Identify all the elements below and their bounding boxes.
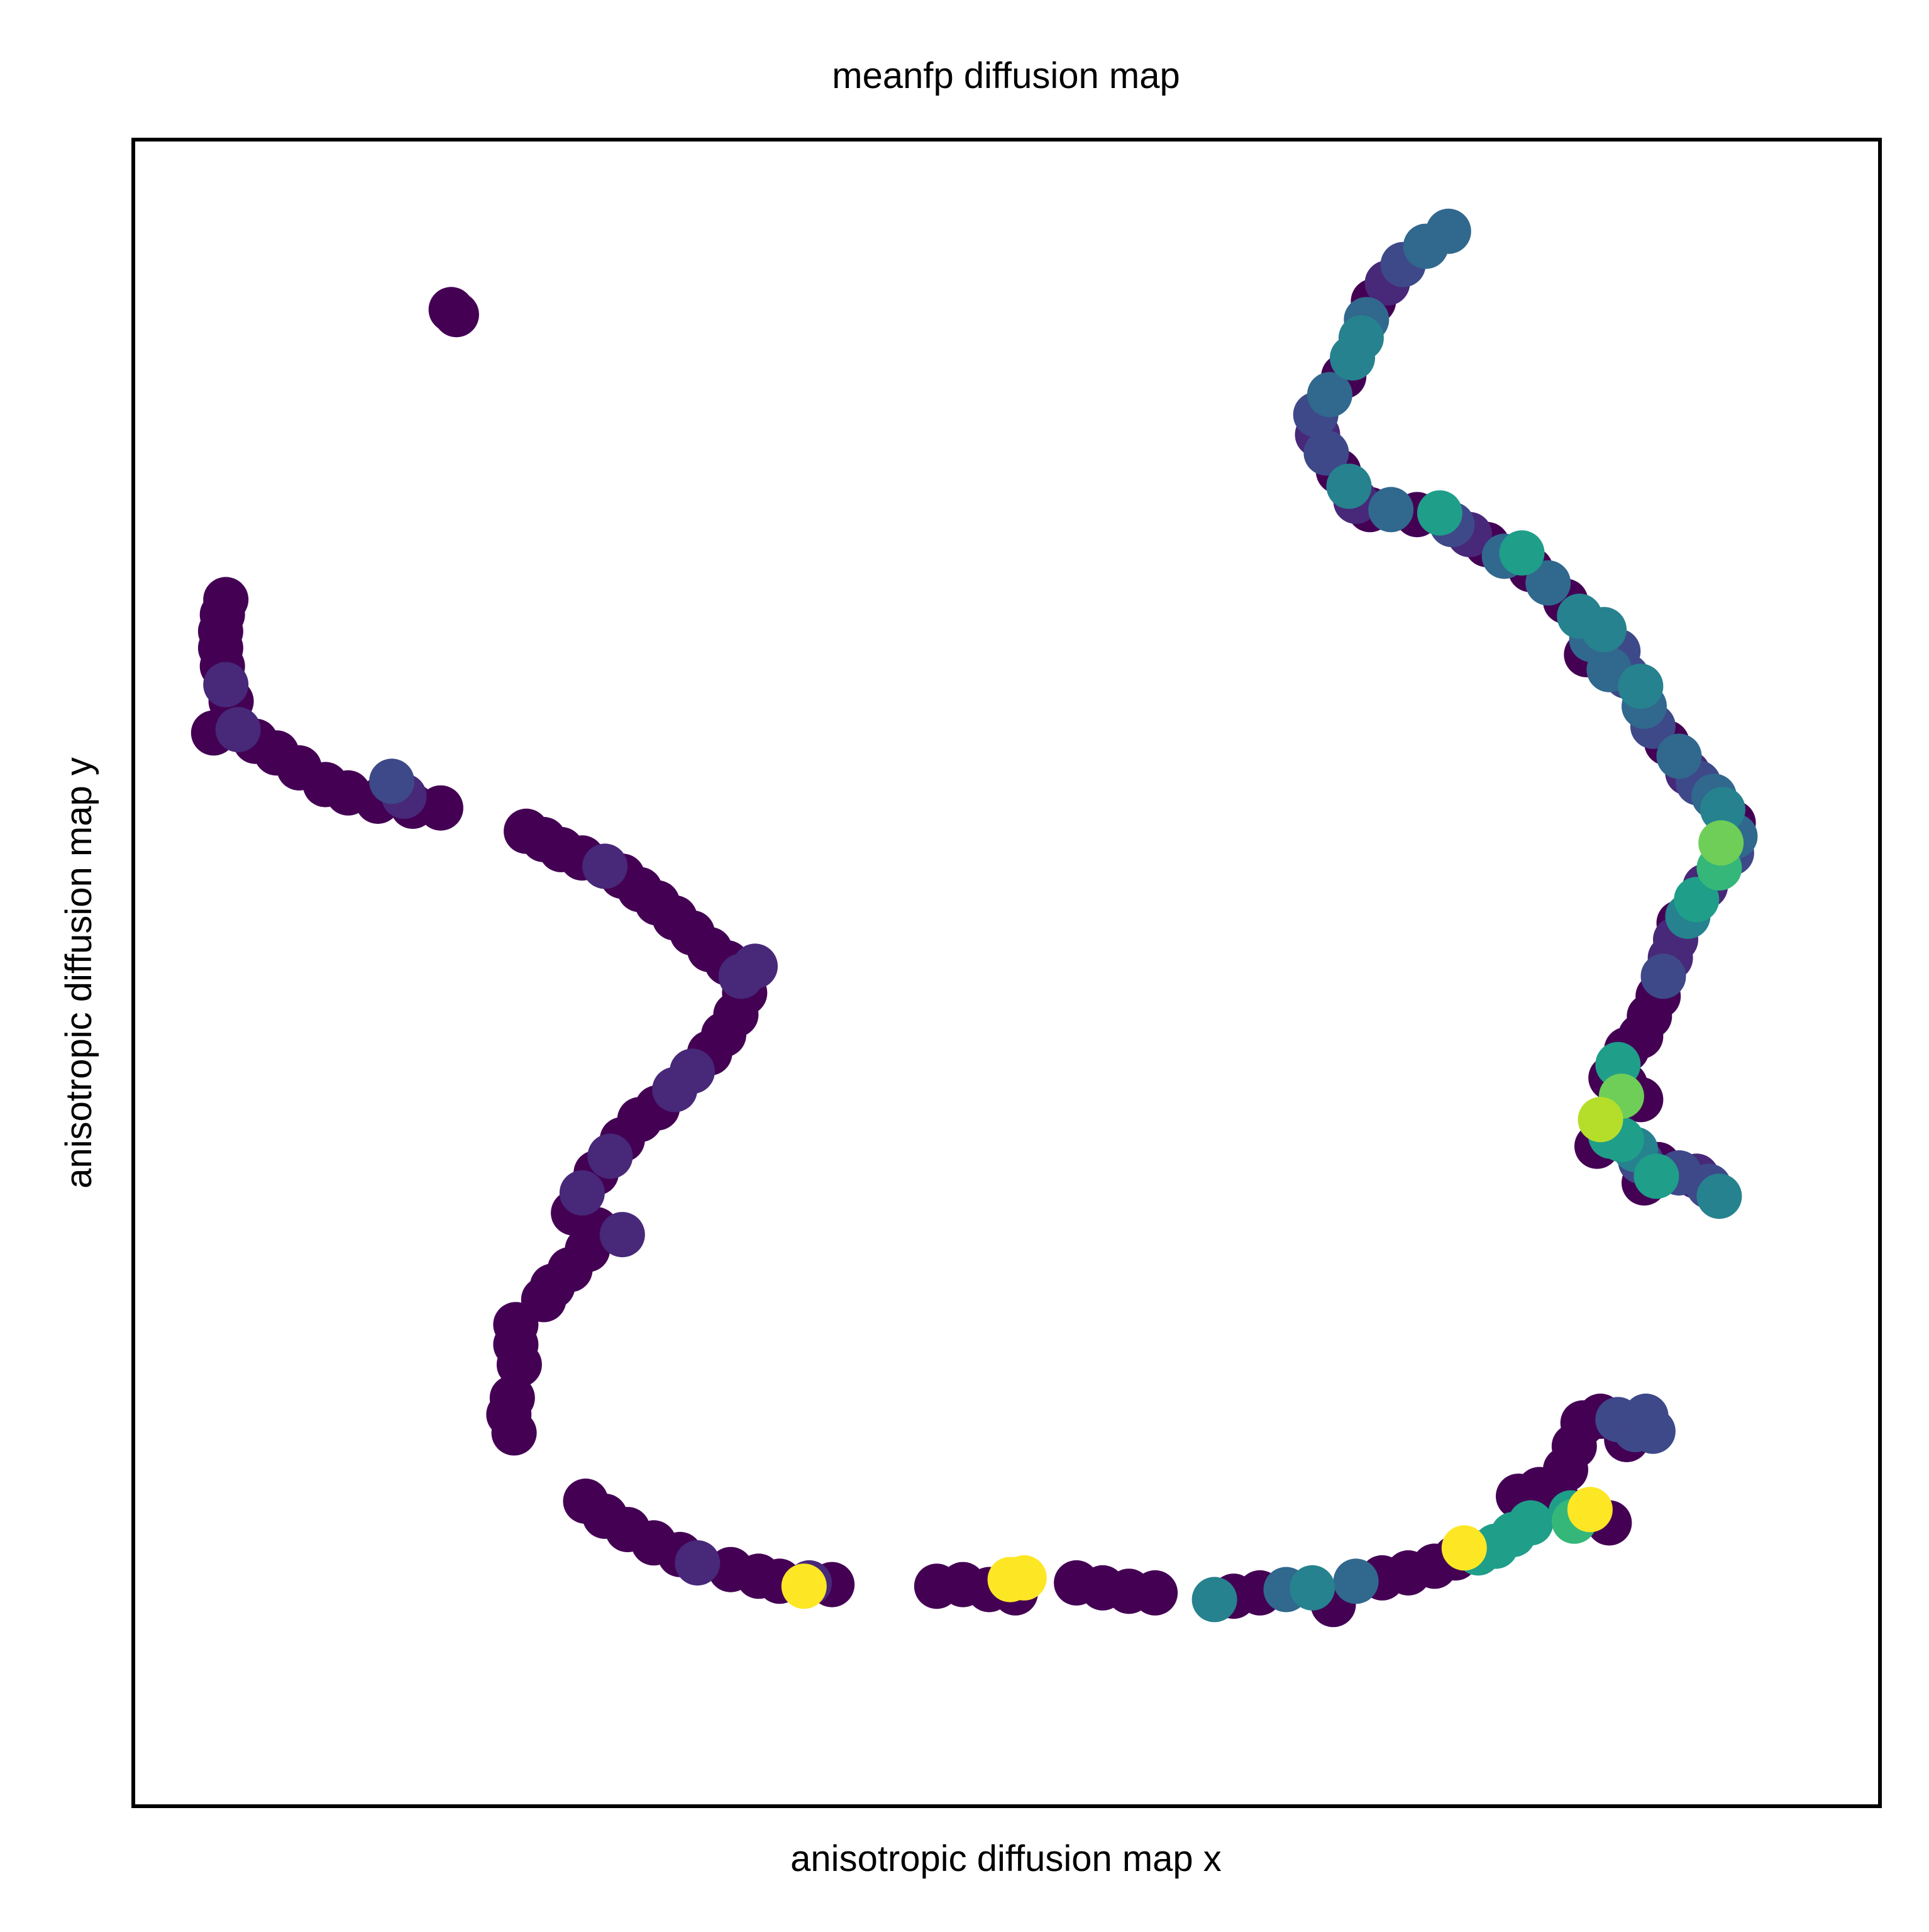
scatter-point (1326, 464, 1372, 509)
y-axis-label: anisotropic diffusion map y (58, 757, 99, 1189)
scatter-point (732, 943, 778, 989)
scatter-point (1441, 1525, 1487, 1571)
scatter-point (1618, 663, 1664, 709)
scatter-point (1499, 530, 1545, 576)
scatter-point (599, 1212, 645, 1258)
scatter-point (1696, 1174, 1742, 1219)
scatter-point (1578, 1097, 1623, 1143)
scatter-point (1698, 820, 1744, 866)
scatter-point (1640, 953, 1686, 999)
scatter-point (675, 1540, 721, 1586)
scatter-point (1490, 1512, 1536, 1557)
scatter-point (1303, 430, 1349, 476)
scatter-point (1627, 993, 1672, 1039)
scatter-point (1132, 1570, 1178, 1616)
scatter-point (369, 758, 415, 804)
scatter-point (1403, 223, 1449, 269)
scatter-point (1290, 1565, 1335, 1611)
chart-title: meanfp diffusion map (832, 55, 1180, 96)
scatter-point (652, 1067, 698, 1113)
plot-frame (131, 138, 1882, 1808)
scatter-point (1307, 372, 1352, 418)
points-layer (191, 208, 1758, 1628)
x-axis-label: anisotropic diffusion map x (790, 1838, 1222, 1879)
scatter-point (491, 1410, 537, 1456)
scatter-point (1368, 487, 1414, 533)
scatter-point (587, 1133, 633, 1179)
scatter-point (1330, 335, 1375, 381)
scatter-point (1700, 787, 1745, 833)
scatter-point (1191, 1577, 1237, 1623)
scatter-point (1656, 733, 1702, 779)
scatter-point (781, 1563, 827, 1609)
scatter-point (559, 1170, 605, 1216)
scatter-point (1333, 1558, 1379, 1604)
scatter-point (215, 707, 261, 753)
scatter-point (203, 662, 249, 708)
scatter-point (1001, 1555, 1047, 1601)
scatter-point (433, 292, 479, 338)
scatter-point (1525, 560, 1571, 606)
scatter-point (1557, 593, 1603, 639)
scatter-point (1630, 1408, 1676, 1454)
scatter-point (1674, 877, 1720, 923)
scatter-point (582, 843, 628, 889)
scatter-point (417, 785, 463, 831)
scatter-point (1567, 1487, 1613, 1533)
scatter-point (1417, 490, 1462, 536)
scatter-point (1633, 1153, 1679, 1199)
